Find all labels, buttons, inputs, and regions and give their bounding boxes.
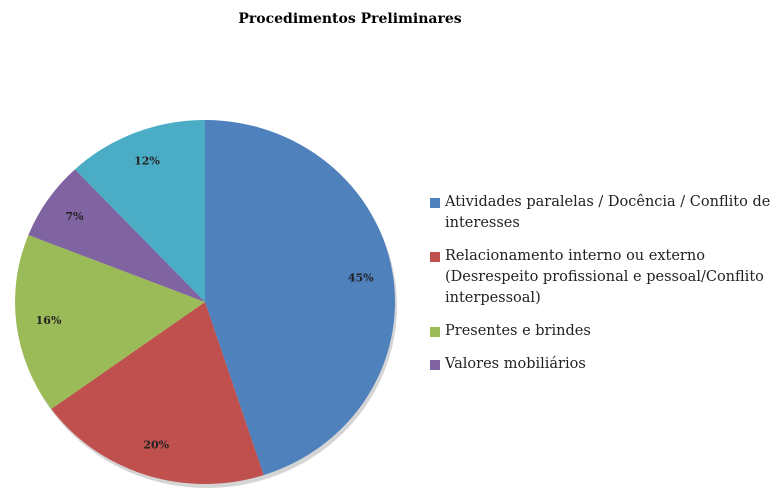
data-label: 12% — [134, 155, 160, 168]
pie-slice — [14, 235, 205, 409]
data-label: 16% — [36, 314, 62, 327]
pie-slice — [205, 120, 396, 476]
pie-slice — [51, 302, 264, 485]
legend-swatch — [430, 327, 440, 337]
legend: Atividades paralelas / Docência / Confli… — [430, 192, 780, 387]
legend-entry: Valores mobiliários — [430, 354, 780, 375]
data-label: 45% — [348, 271, 374, 284]
chart-title: Procedimentos Preliminares — [238, 11, 461, 27]
legend-label: Relacionamento interno ou externo (Desre… — [445, 248, 764, 306]
legend-label: Atividades paralelas / Docência / Confli… — [445, 194, 771, 231]
legend-entry: Relacionamento interno ou externo (Desre… — [430, 246, 780, 309]
legend-swatch — [430, 360, 440, 370]
legend-entry: Presentes e brindes — [430, 321, 780, 342]
legend-swatch — [430, 252, 440, 262]
legend-label: Presentes e brindes — [445, 323, 591, 339]
pie-slice — [74, 119, 205, 302]
pie-slice — [28, 169, 205, 302]
data-label: 20% — [143, 439, 169, 452]
legend-entry: Atividades paralelas / Docência / Confli… — [430, 192, 780, 234]
data-label: 7% — [66, 210, 85, 223]
legend-swatch — [430, 198, 440, 208]
legend-label: Valores mobiliários — [445, 356, 586, 372]
